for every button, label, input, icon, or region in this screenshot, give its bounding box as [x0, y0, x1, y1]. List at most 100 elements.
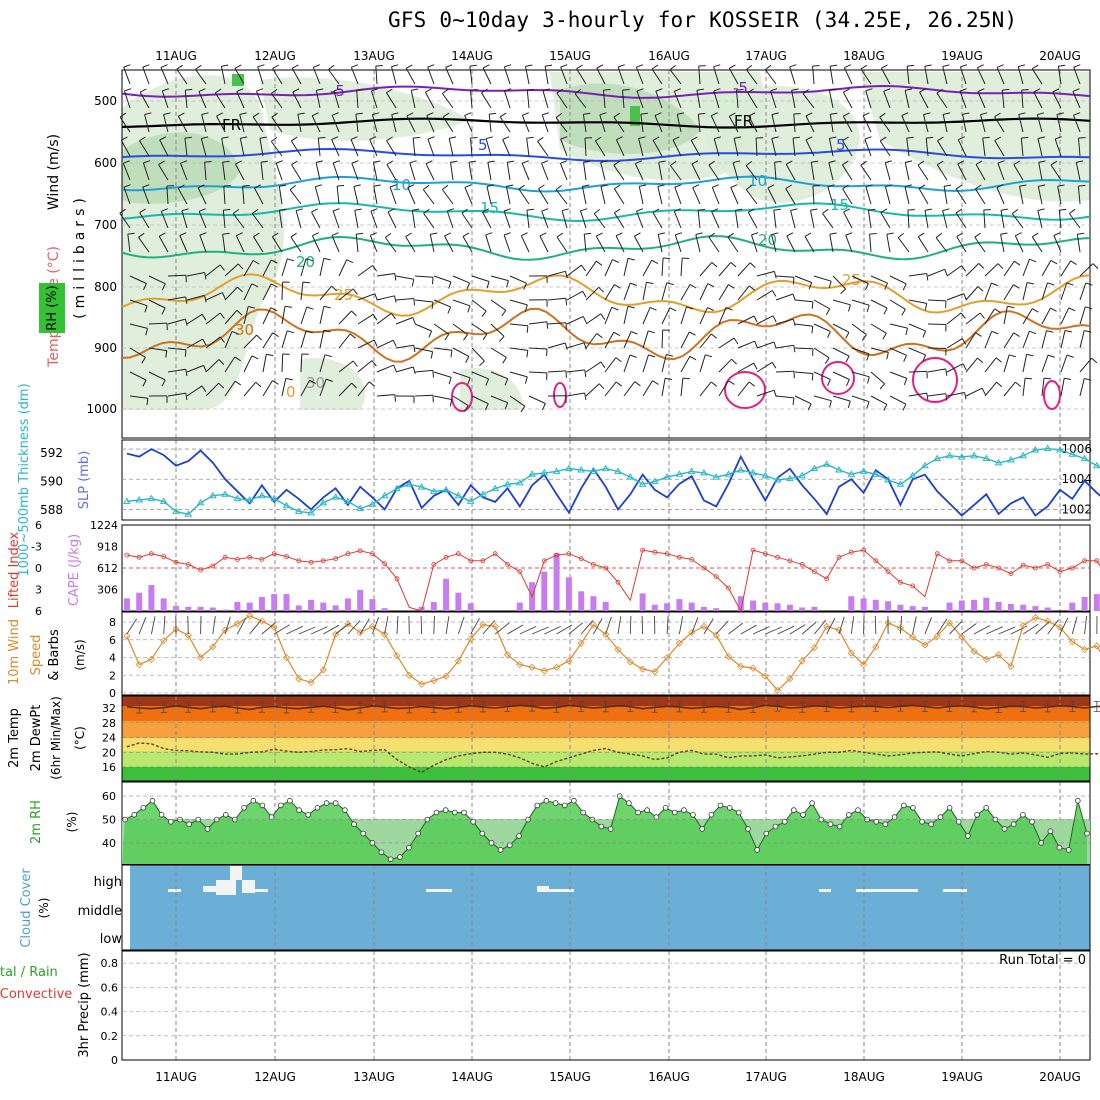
wind-barb-flag	[727, 232, 734, 238]
wind-barb-flag	[204, 272, 207, 280]
wind-speed-marker	[209, 643, 217, 651]
thickness-marker	[1080, 454, 1089, 462]
wind-barb-flag	[541, 208, 549, 212]
rh-marker	[827, 821, 834, 827]
wind-barb	[974, 188, 986, 205]
wind-barb	[771, 234, 777, 253]
wind-barb	[718, 358, 732, 373]
wind-barb	[448, 138, 454, 157]
wind-barb	[699, 307, 708, 325]
wind-barb-flag	[583, 160, 591, 163]
wind-barb-flag	[556, 88, 563, 94]
wind-barb-flag	[711, 112, 718, 117]
wind-barb-flag	[884, 282, 888, 290]
temp-minmax-bar	[258, 701, 265, 713]
wind-barb	[139, 92, 150, 109]
cape-bar	[676, 599, 683, 611]
wind-barb-flag	[881, 64, 888, 69]
wind-barb-flag	[907, 64, 915, 67]
wind-barb	[138, 237, 150, 253]
wind-barb-10m	[666, 615, 669, 635]
thickness-marker	[515, 478, 524, 486]
wind-barb	[481, 92, 492, 109]
wind-speed-marker	[356, 629, 364, 637]
wind-barb-flag	[143, 283, 147, 291]
wind-barb-flag	[1047, 354, 1055, 358]
wind-barb	[634, 163, 644, 181]
cape-bar	[430, 601, 437, 611]
wind-barb-flag	[177, 184, 185, 189]
wind-barb	[462, 236, 473, 253]
wind-barb-flag	[830, 112, 838, 115]
wind-barb	[1022, 282, 1028, 301]
wind-barb-flag	[845, 355, 850, 363]
wind-barb	[748, 115, 758, 133]
li-marker	[713, 574, 719, 579]
wind-barb	[965, 387, 983, 397]
wind-speed-marker	[307, 678, 315, 686]
wind-barb	[718, 284, 729, 301]
pressure-tick-label: 700	[94, 218, 117, 232]
wind-barb-flag	[481, 310, 487, 317]
wind-speed-marker	[319, 666, 327, 674]
wind-barb	[672, 139, 682, 157]
rh-marker	[451, 809, 458, 816]
wind-barb-flag	[240, 136, 248, 139]
rh-marker	[836, 823, 843, 830]
wind-barb-flag	[636, 88, 644, 92]
wind-barb-flag	[184, 349, 187, 357]
wind-barb-flag	[201, 314, 207, 321]
contour-label: 10	[748, 172, 767, 190]
wind-barb-flag	[276, 160, 283, 164]
wind-barb-10m	[605, 616, 612, 635]
contour-35	[553, 382, 567, 408]
cloud-high-patch	[242, 880, 255, 893]
wind-barb-flag	[686, 306, 694, 310]
li-marker	[959, 558, 965, 564]
wind-barb	[490, 275, 509, 282]
wind-barb	[713, 90, 720, 109]
wind-barb-flag	[326, 378, 333, 382]
wind-barb-10m	[359, 618, 370, 635]
temp-minmax-bar	[921, 701, 928, 712]
wind-barb	[556, 92, 568, 109]
rh-marker	[1029, 818, 1035, 825]
thickness-marker	[565, 464, 573, 472]
wind-barb-flag	[596, 260, 603, 266]
wind-barb	[445, 67, 454, 85]
wind-barb	[600, 186, 606, 205]
wind-barb-flag	[482, 208, 490, 213]
wind-barb-flag	[1057, 184, 1065, 187]
wind-barb	[661, 354, 667, 373]
thickness-marker	[270, 494, 279, 502]
wind-barb-flag	[994, 136, 1002, 141]
cape-bar	[295, 605, 302, 611]
wind-barb-flag	[332, 112, 339, 116]
wind-barb	[291, 68, 302, 85]
wind-barb-10m	[936, 618, 948, 635]
wind-barb	[205, 264, 221, 277]
wind-barb-flag	[747, 208, 755, 213]
wind-speed-marker	[1007, 662, 1015, 670]
temp-minmax-bar	[750, 702, 757, 714]
wind-barb-flag	[848, 304, 851, 312]
wind-barb	[812, 185, 815, 205]
wind-barb-flag	[1064, 377, 1072, 380]
li-marker	[517, 569, 523, 574]
wind-barb	[232, 213, 245, 229]
contour-label: -5	[733, 79, 748, 97]
thickness-marker	[294, 507, 303, 514]
wind-barb	[482, 67, 492, 85]
wind-barb	[927, 323, 947, 325]
wind-speed-marker	[675, 639, 683, 647]
wind-barb	[851, 323, 867, 336]
wind-barb-flag	[242, 185, 250, 187]
wind-barb-flag	[526, 136, 534, 139]
wind-barb	[756, 290, 773, 301]
cape-bar	[848, 596, 855, 611]
temp-minmax-bar	[1020, 701, 1027, 712]
wind-barb	[1076, 234, 1081, 253]
wind-barb	[356, 89, 359, 109]
wind-barb	[904, 186, 910, 205]
wind-barb-flag	[221, 64, 229, 67]
